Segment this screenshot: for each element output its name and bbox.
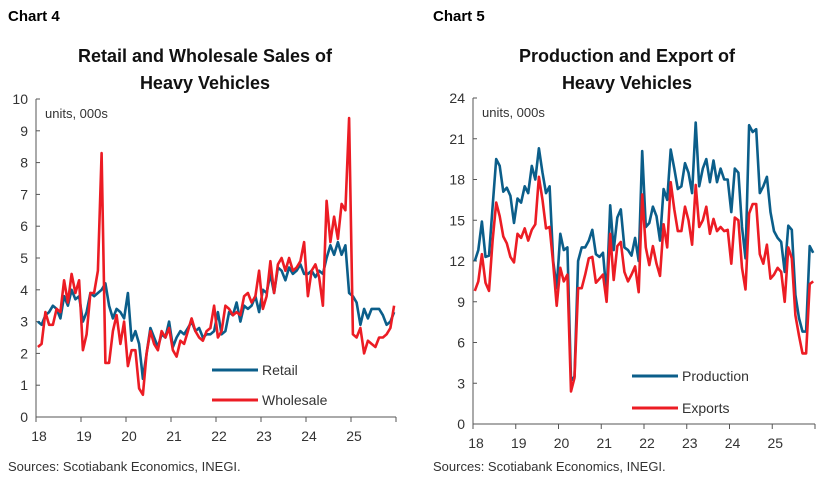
y-tick-label: 18 <box>449 172 465 188</box>
units-label: units, 000s <box>482 105 545 120</box>
legend-label-retail: Retail <box>262 362 298 378</box>
source-note: Sources: Scotiabank Economics, INEGI. <box>8 459 241 474</box>
y-tick-label: 6 <box>20 218 28 234</box>
y-tick-label: 21 <box>449 131 465 147</box>
y-tick-label: 24 <box>449 90 465 106</box>
y-tick-label: 7 <box>20 186 28 202</box>
x-tick-label: 18 <box>468 435 484 451</box>
series-line-retail <box>38 242 394 379</box>
x-tick-label: 24 <box>725 435 741 451</box>
y-tick-label: 3 <box>457 375 465 391</box>
y-tick-label: 1 <box>20 377 28 393</box>
series-line-wholesale <box>38 118 394 395</box>
x-tick-label: 18 <box>31 428 47 444</box>
y-tick-label: 10 <box>12 91 28 107</box>
x-tick-label: 23 <box>256 428 272 444</box>
y-tick-label: 15 <box>449 212 465 228</box>
x-tick-label: 20 <box>121 428 137 444</box>
y-tick-label: 12 <box>449 253 465 269</box>
y-tick-label: 0 <box>20 409 28 425</box>
y-tick-label: 9 <box>20 123 28 139</box>
x-tick-label: 21 <box>596 435 612 451</box>
x-tick-label: 21 <box>166 428 182 444</box>
y-tick-label: 4 <box>20 282 28 298</box>
x-tick-label: 24 <box>301 428 317 444</box>
y-tick-label: 0 <box>457 416 465 432</box>
source-note: Sources: Scotiabank Economics, INEGI. <box>433 459 666 474</box>
y-tick-label: 8 <box>20 155 28 171</box>
x-tick-label: 22 <box>639 435 655 451</box>
x-tick-label: 25 <box>767 435 783 451</box>
legend-label-wholesale: Wholesale <box>262 392 328 408</box>
x-tick-label: 19 <box>76 428 92 444</box>
chart-title-line-2: Heavy Vehicles <box>140 73 270 93</box>
y-tick-label: 3 <box>20 314 28 330</box>
y-tick-label: 2 <box>20 345 28 361</box>
y-tick-label: 9 <box>457 294 465 310</box>
chart-label: Chart 4 <box>8 8 60 25</box>
chart-4: Chart 4 Retail and Wholesale Sales of Heav… <box>8 8 396 474</box>
legend-label-production: Production <box>682 368 749 384</box>
series-line-exports <box>475 177 813 392</box>
legend-label-exports: Exports <box>682 400 729 416</box>
series-line-production <box>475 123 813 381</box>
x-tick-label: 22 <box>211 428 227 444</box>
y-tick-label: 6 <box>457 335 465 351</box>
units-label: units, 000s <box>45 106 108 121</box>
chart-title-line-1: Production and Export of <box>519 46 736 66</box>
x-tick-label: 23 <box>682 435 698 451</box>
chart-title-line-1: Retail and Wholesale Sales of <box>78 46 333 66</box>
x-tick-label: 19 <box>511 435 527 451</box>
chart-label: Chart 5 <box>433 8 485 25</box>
x-tick-label: 20 <box>554 435 570 451</box>
x-tick-label: 25 <box>346 428 362 444</box>
chart-5: Chart 5 Production and Export of Heavy Veh… <box>433 8 815 474</box>
y-tick-label: 5 <box>20 250 28 266</box>
chart-title-line-2: Heavy Vehicles <box>562 73 692 93</box>
